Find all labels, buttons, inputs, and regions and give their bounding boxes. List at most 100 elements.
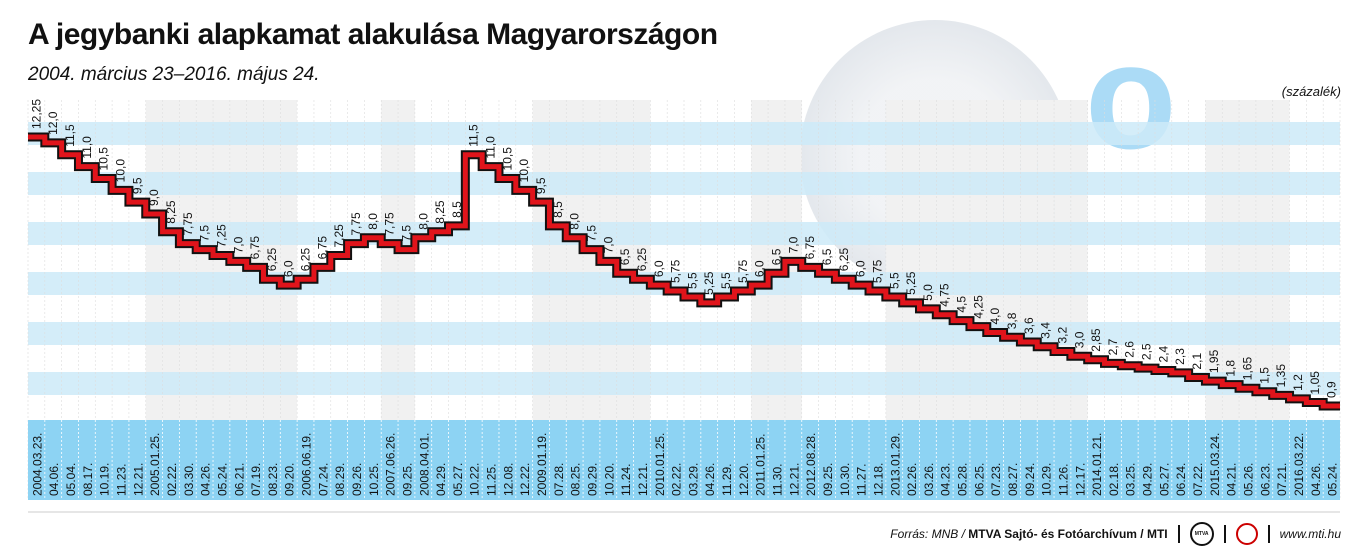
divider: [1267, 525, 1270, 543]
date-label: 07.23.: [989, 463, 1003, 496]
date-label: 2007.06.26.: [384, 433, 398, 496]
date-label: 2014.01.21.: [1090, 433, 1104, 496]
value-label: 1,35: [1274, 364, 1288, 388]
date-label: 05.04.: [64, 463, 78, 496]
date-label: 2008.04.01.: [417, 433, 431, 496]
footer: Forrás: MNB / MTVA Sajtó- és Fotóarchívu…: [890, 522, 1341, 546]
date-label: 02.22.: [165, 463, 179, 496]
date-label: 11.30.: [771, 464, 785, 496]
date-label: 08.17.: [81, 463, 95, 496]
date-label: 11.26.: [1056, 464, 1070, 496]
date-label: 2004.03.23.: [30, 433, 44, 496]
value-label: 9,0: [147, 189, 161, 206]
value-label: 10,5: [500, 147, 514, 171]
value-label: 3,2: [1055, 326, 1069, 343]
value-label: 8,0: [568, 213, 582, 230]
value-label: 6,0: [282, 260, 296, 277]
value-label: 3,6: [1022, 317, 1036, 334]
date-label: 04.06.: [47, 463, 61, 496]
date-label: 2009.01.19.: [535, 433, 549, 496]
date-label: 04.26.: [199, 463, 213, 496]
date-label: 07.21.: [1275, 463, 1289, 496]
date-label: 12.22.: [518, 463, 532, 496]
date-label: 09.26.: [350, 463, 364, 496]
date-label: 06.23.: [1258, 463, 1272, 496]
value-label: 2,4: [1156, 345, 1170, 362]
date-label: 05.27.: [1157, 463, 1171, 496]
date-label: 07.22.: [1191, 463, 1205, 496]
date-label: 11.23.: [115, 464, 129, 496]
value-label: 1,2: [1291, 374, 1305, 391]
value-label: 4,5: [955, 296, 969, 313]
date-label: 11.24.: [619, 464, 633, 496]
value-label: 5,5: [685, 272, 699, 289]
date-label: 08.25.: [569, 463, 583, 496]
value-label: 6,75: [248, 236, 262, 260]
date-label: 09.29.: [585, 463, 599, 496]
value-label: 12,0: [46, 111, 60, 135]
value-label: 5,5: [719, 272, 733, 289]
grid-band: [28, 172, 1340, 195]
value-label: 6,5: [770, 248, 784, 265]
date-label: 05.24.: [215, 463, 229, 496]
date-label: 04.26.: [1309, 463, 1323, 496]
value-label: 5,75: [736, 259, 750, 283]
value-label: 6,25: [635, 248, 649, 272]
value-label: 7,25: [214, 224, 228, 248]
date-label: 03.26.: [922, 463, 936, 496]
mtva-logo-icon: MTVA: [1189, 522, 1214, 546]
date-label: 12.20.: [737, 463, 751, 496]
value-label: 7,5: [399, 225, 413, 242]
value-label: 1,8: [1224, 360, 1238, 377]
date-label: 09.25.: [400, 463, 414, 496]
divider: [1177, 525, 1180, 543]
unit-label: (százalék): [1281, 84, 1341, 99]
date-label: 06.21.: [232, 463, 246, 496]
date-label: 12.18.: [871, 463, 885, 496]
percent-circle-decoration: o: [1085, 12, 1177, 180]
date-label: 10.19.: [98, 463, 112, 496]
value-label: 7,75: [181, 212, 195, 236]
date-label: 09.20.: [283, 463, 297, 496]
date-label: 2013.01.29.: [888, 433, 902, 496]
value-label: 12,25: [29, 99, 43, 129]
date-label: 05.24.: [1326, 463, 1340, 496]
date-label: 2010.01.25.: [653, 433, 667, 496]
value-label: 8,25: [164, 200, 178, 224]
date-label: 2006.06.19.: [300, 433, 314, 496]
date-label: 09.24.: [1023, 463, 1037, 496]
value-label: 9,5: [534, 177, 548, 194]
divider: [1223, 525, 1226, 543]
date-label: 07.28.: [552, 463, 566, 496]
value-label: 5,75: [870, 259, 884, 283]
value-label: 6,25: [299, 248, 313, 272]
value-label: 6,5: [820, 248, 834, 265]
page-title: A jegybanki alapkamat alakulása Magyaror…: [28, 18, 718, 51]
value-label: 4,75: [938, 283, 952, 307]
source-text: Forrás: MNB / MTVA Sajtó- és Fotóarchívu…: [890, 527, 1168, 541]
date-label: 06.24.: [1174, 463, 1188, 496]
value-label: 6,25: [265, 248, 279, 272]
date-label: 12.21.: [131, 463, 145, 496]
value-label: 1,95: [1207, 349, 1221, 373]
value-label: 2,1: [1190, 353, 1204, 370]
value-label: 3,0: [1072, 331, 1086, 348]
value-label: 3,4: [1039, 322, 1053, 339]
value-label: 6,0: [652, 260, 666, 277]
value-label: 1,5: [1257, 367, 1271, 384]
value-label: 7,75: [349, 212, 363, 236]
date-label: 10.20.: [602, 463, 616, 496]
date-label: 2016.03.22.: [1292, 433, 1306, 496]
website-link[interactable]: www.mti.hu: [1279, 527, 1341, 541]
grid-band: [28, 372, 1340, 395]
value-label: 5,0: [921, 284, 935, 301]
value-label: 7,75: [383, 212, 397, 236]
date-label: 11.25.: [485, 464, 499, 496]
value-label: 8,0: [416, 213, 430, 230]
value-label: 5,5: [887, 272, 901, 289]
value-label: 11,5: [467, 124, 481, 147]
date-label: 10.29.: [1040, 463, 1054, 496]
value-label: 7,0: [231, 236, 245, 253]
value-label: 8,5: [450, 201, 464, 218]
